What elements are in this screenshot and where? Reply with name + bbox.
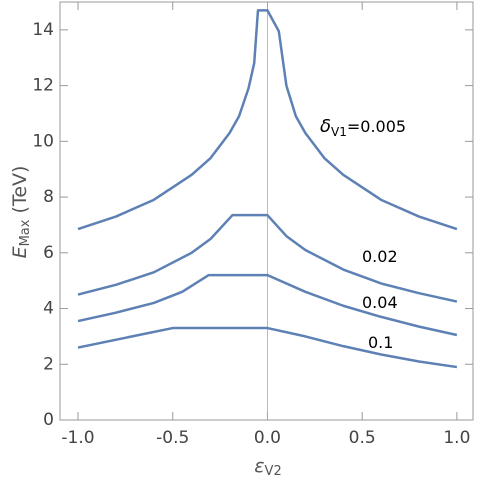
series-label-name: 0.02 bbox=[362, 247, 398, 266]
y-tick-label: 12 bbox=[32, 76, 54, 96]
x-tick-label: 1.0 bbox=[443, 428, 470, 448]
y-tick-label: 6 bbox=[43, 243, 54, 263]
y-axis-label-main: E bbox=[9, 246, 31, 258]
series-label: δV1=0.005 bbox=[320, 116, 406, 139]
y-axis-label-suffix: (TeV) bbox=[9, 166, 31, 220]
series-label-name: =0.005 bbox=[347, 117, 406, 136]
x-axis-label-main: ε bbox=[254, 455, 264, 477]
x-tick-label: -0.5 bbox=[156, 428, 189, 448]
y-axis-label: EMax (TeV) bbox=[9, 166, 33, 259]
y-tick-label: 14 bbox=[32, 20, 54, 40]
plot-frame bbox=[59, 1, 474, 421]
series-line bbox=[77, 9, 458, 231]
series-label-name: 0.1 bbox=[368, 333, 393, 352]
y-tick-label: 0 bbox=[43, 410, 54, 430]
series-label: 0.1 bbox=[368, 333, 393, 352]
x-tick-label: 0.5 bbox=[349, 428, 376, 448]
series-label: 0.04 bbox=[362, 293, 398, 312]
series-label-symbol: δ bbox=[320, 116, 331, 137]
series-label: 0.02 bbox=[362, 247, 398, 266]
y-tick-label: 2 bbox=[43, 354, 54, 374]
y-tick-label: 4 bbox=[43, 299, 54, 319]
x-axis-label: εV2 bbox=[254, 455, 281, 479]
series-label-sub: V1 bbox=[331, 125, 347, 139]
series-line bbox=[77, 326, 458, 369]
x-tick-label: -1.0 bbox=[61, 428, 94, 448]
series-label-name: 0.04 bbox=[362, 293, 398, 312]
series-line bbox=[77, 213, 458, 303]
y-axis-label-sub: Max bbox=[18, 219, 33, 246]
series-line bbox=[77, 273, 458, 337]
y-tick-label: 8 bbox=[43, 187, 54, 207]
x-tick-label: 0.0 bbox=[254, 428, 281, 448]
x-axis-label-sub: V2 bbox=[265, 464, 282, 479]
y-tick-label: 10 bbox=[32, 131, 54, 151]
